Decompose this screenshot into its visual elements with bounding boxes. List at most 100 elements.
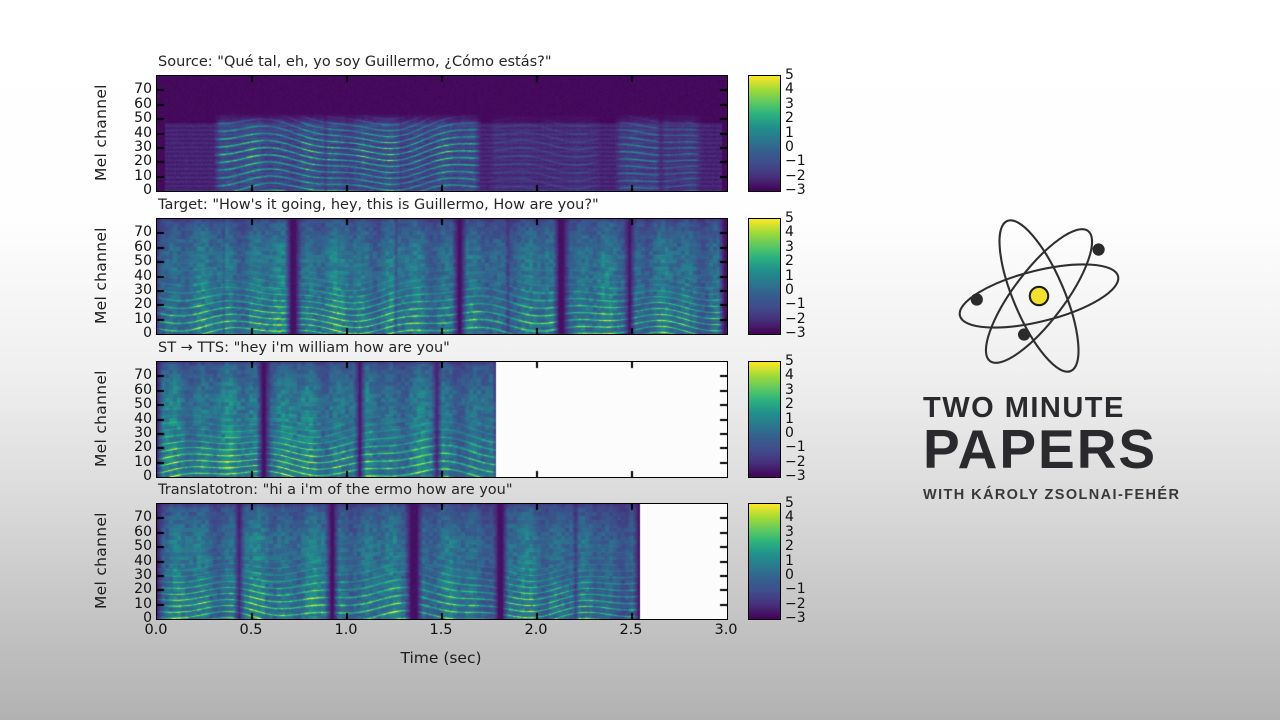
x-tick-label: 1.0 (334, 622, 358, 638)
colorbar-tick-label: 3 (785, 523, 794, 540)
colorbar-tick-label: 2 (785, 110, 794, 127)
electron-dot (970, 293, 983, 306)
panel-title-source: Source: "Qué tal, eh, yo soy Guillermo, … (158, 54, 552, 70)
orbit-ellipse (998, 219, 1080, 373)
colorbar-tick-labels: 5 4 3 2 1 0 −1 −2 −3 (785, 210, 821, 341)
y-tick-label: 30 (134, 424, 152, 441)
electron-dot (1017, 328, 1031, 341)
y-tick-label: 20 (134, 439, 152, 456)
colorbar-tick-label: 3 (785, 95, 794, 112)
spectrogram-canvas (157, 504, 727, 619)
y-tick-labels: 70 60 50 40 30 20 10 0 (116, 75, 152, 198)
colorbar-tick-label: 1 (785, 552, 794, 569)
y-tick-label: 30 (134, 281, 152, 298)
colorbar-gradient (749, 76, 780, 191)
y-axis-label: Mel channel (92, 370, 110, 467)
colorbar (748, 75, 781, 192)
logo-title-line1: TWO MINUTE (923, 392, 1125, 424)
colorbar-tick-label: −2 (785, 595, 806, 612)
colorbar-tick-label: 3 (785, 238, 794, 255)
y-tick-label: 20 (134, 296, 152, 313)
colorbar-tick-label: −2 (785, 453, 806, 470)
orbit-ellipse (984, 228, 1094, 364)
y-tick-label: 40 (134, 410, 152, 427)
logo-subtitle: WITH KÁROLY ZSOLNAI-FEHÉR (923, 487, 1181, 503)
colorbar-tick-label: 1 (785, 410, 794, 427)
colorbar-tick-label: −1 (785, 439, 806, 456)
y-tick-label: 0 (143, 182, 152, 198)
spectrogram-panel-source (156, 75, 728, 192)
colorbar-tick-label: 2 (785, 253, 794, 270)
y-tick-label: 70 (134, 367, 152, 384)
y-tick-label: 50 (134, 253, 152, 270)
spectrogram-panel-target (156, 218, 728, 335)
logo-title-line2: PAPERS (923, 418, 1158, 480)
colorbar-tick-label: 5 (785, 67, 794, 83)
atom-icon (958, 219, 1120, 373)
colorbar (748, 218, 781, 335)
colorbar-tick-label: 0 (785, 424, 794, 441)
y-tick-label: 60 (134, 381, 152, 398)
colorbar-tick-label: 0 (785, 566, 794, 583)
colorbar-tick-label: 1 (785, 124, 794, 141)
y-tick-label: 40 (134, 552, 152, 569)
colorbar-tick-label: −2 (785, 310, 806, 327)
panel-title-translatotron: Translatotron: "hi a i'm of the ermo how… (158, 482, 513, 498)
colorbar-tick-label: −1 (785, 581, 806, 598)
colorbar-tick-label: 4 (785, 509, 794, 526)
y-tick-label: 0 (143, 610, 152, 626)
y-axis-label: Mel channel (92, 227, 110, 324)
colorbar-tick-label: 2 (785, 396, 794, 413)
panel-title-target: Target: "How's it going, hey, this is Gu… (158, 197, 599, 213)
colorbar (748, 503, 781, 620)
colorbar-tick-label: −3 (785, 610, 806, 626)
colorbar-tick-label: −2 (785, 167, 806, 184)
colorbar-tick-label: 0 (785, 138, 794, 155)
x-tick-label: 2.0 (524, 622, 548, 638)
y-tick-label: 10 (134, 310, 152, 327)
y-axis-label: Mel channel (92, 84, 110, 181)
y-tick-label: 60 (134, 238, 152, 255)
colorbar-tick-label: 4 (785, 367, 794, 384)
x-tick-label: 0.5 (239, 622, 263, 638)
x-tick-label: 0.0 (144, 622, 168, 638)
colorbar-tick-label: −3 (785, 325, 806, 341)
colorbar-tick-label: 4 (785, 81, 794, 98)
y-tick-labels: 70 60 50 40 30 20 10 0 (116, 218, 152, 341)
y-tick-label: 50 (134, 538, 152, 555)
y-tick-label: 20 (134, 153, 152, 170)
y-tick-labels: 70 60 50 40 30 20 10 0 (116, 361, 152, 484)
colorbar-tick-label: 5 (785, 353, 794, 369)
colorbar-tick-label: −3 (785, 468, 806, 484)
colorbar-tick-label: 1 (785, 267, 794, 284)
electron-dot (1092, 243, 1105, 256)
spectrogram-panel-st-tts (156, 361, 728, 478)
nucleus-dot (1028, 285, 1050, 307)
y-tick-label: 30 (134, 138, 152, 155)
colorbar-tick-labels: 5 4 3 2 1 0 −1 −2 −3 (785, 495, 821, 626)
logo-text: TWO MINUTE PAPERS WITH KÁROLY ZSOLNAI-FE… (923, 392, 1183, 503)
y-tick-label: 50 (134, 396, 152, 413)
colorbar-gradient (749, 362, 780, 477)
panel-title-st-tts: ST → TTS: "hey i'm william how are you" (158, 340, 450, 356)
colorbar (748, 361, 781, 478)
colorbar-tick-label: 5 (785, 210, 794, 226)
y-axis-label: Mel channel (92, 512, 110, 609)
spectrogram-canvas (157, 76, 727, 191)
x-tick-label: 2.5 (619, 622, 643, 638)
y-tick-labels: 70 60 50 40 30 20 10 0 (116, 503, 152, 626)
y-tick-label: 10 (134, 453, 152, 470)
y-tick-label: 60 (134, 523, 152, 540)
y-tick-label: 30 (134, 566, 152, 583)
colorbar-tick-labels: 5 4 3 2 1 0 −1 −2 −3 (785, 353, 821, 484)
spectrogram-canvas (157, 219, 727, 334)
spectrogram-canvas (157, 362, 727, 477)
y-tick-label: 70 (134, 224, 152, 241)
colorbar-tick-label: 0 (785, 281, 794, 298)
colorbar-tick-label: −1 (785, 153, 806, 170)
y-tick-label: 10 (134, 167, 152, 184)
y-tick-label: 40 (134, 124, 152, 141)
x-tick-label: 3.0 (714, 622, 738, 638)
y-tick-label: 40 (134, 267, 152, 284)
x-tick-labels: 0.0 0.5 1.0 1.5 2.0 2.5 3.0 (144, 622, 737, 640)
